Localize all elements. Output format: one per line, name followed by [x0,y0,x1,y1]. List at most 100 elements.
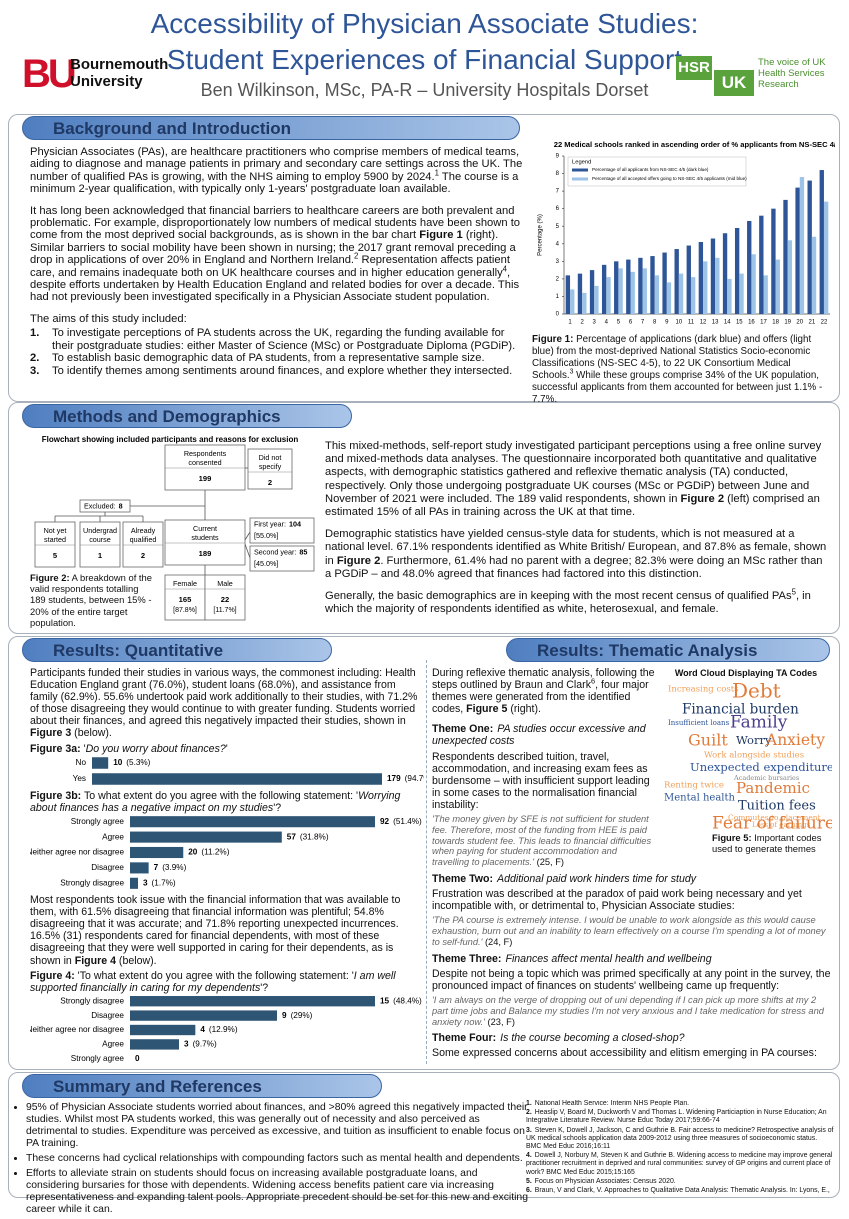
summary-bullet: Efforts to alleviate strain on students … [26,1168,532,1216]
bar [699,242,703,314]
aim-text: To investigate perceptions of PA student… [52,327,526,352]
bar [824,202,828,314]
bar [594,286,598,314]
figure-title: Figure 3a: 'Do you worry about finances?… [30,743,424,755]
word-cloud: Word Cloud Displaying TA Codes Increasin… [660,667,832,854]
section-heading: Results: Thematic Analysis [506,638,830,662]
figure-title: Figure 4: 'To what extent do you agree w… [30,970,424,994]
bar [751,254,755,314]
x-tick-label: 9 [665,320,669,326]
bar [679,274,683,314]
logo-line: The voice of UK [758,57,826,68]
value-label: 10 [113,758,123,767]
cloud-word: Fear of failure [712,814,832,830]
reference: 5.Focus on Physician Associates: Census … [526,1178,834,1186]
theme-label: Theme Four: [432,1032,496,1044]
x-tick-label: 3 [593,320,597,326]
text-run: Figure 1: [532,334,573,345]
bar [130,847,183,858]
paragraph: This mixed-methods, self-report study in… [325,440,830,519]
text-run: 'To what extent do you agree with the fo… [75,970,354,982]
flow-value: 165 [179,595,192,604]
reference-text: Dowell J, Norbury M, Steven K and Guthri… [526,1152,832,1175]
flow-value: 85 [299,547,307,556]
bar [735,228,739,314]
x-tick-label: 12 [700,320,707,326]
paragraph: Demographic statistics have yielded cens… [325,528,830,581]
divider [426,660,427,1064]
bar [739,274,743,314]
flow-label: course [89,535,111,544]
bar [723,233,727,314]
reference-text: Focus on Physician Associates: Census 20… [535,1178,676,1185]
flow-label-text: First year: [254,519,286,528]
aims-list: 1.To investigate perceptions of PA stude… [30,327,526,377]
section-heading: Background and Introduction [22,116,520,140]
bar [747,221,751,314]
flow-label: First year:104 [254,519,301,528]
flow-label: consented [188,458,221,467]
bar [771,209,775,314]
cloud-word: Debt [732,679,781,703]
aim-number: 2. [30,352,52,364]
figure-caption: Figure 5: Important codes used to genera… [660,832,832,854]
x-tick-label: 4 [605,320,609,326]
theme-heading: Theme Four:Is the course becoming a clos… [432,1032,832,1044]
theme-body: Frustration was described at the paradox… [432,888,832,912]
text-run: Figure 2 [337,555,381,567]
bar-category-label: Strongly disagree [60,878,124,887]
text-run: (below). [71,727,112,739]
bar [715,258,719,314]
connector [245,544,250,558]
flow-label: Already [131,526,156,535]
bar [590,270,594,314]
flow-value: 189 [199,549,212,558]
text-run: (below). [116,955,157,967]
reference-text: Braun, V and Clark, V. Approaches to Qua… [526,1187,830,1194]
flow-value: 22 [221,595,229,604]
reference: 6.Braun, V and Clark, V. Approaches to Q… [526,1187,834,1194]
bar-category-label: Neither agree nor disagree [30,848,124,857]
reference: 2.Heaslip V, Board M, Duckworth V and Th… [526,1109,834,1125]
flow-label: Not yet [44,526,67,535]
text-run: Figure 5 [466,703,507,715]
bar [759,216,763,314]
text-run: Figure 4: [30,970,75,982]
x-tick-label: 2 [580,320,584,326]
reference-number: 3. [526,1127,532,1134]
bar [92,773,382,785]
cloud-word: Guilt [688,731,728,750]
paragraph: Generally, the basic demographics are in… [325,590,830,616]
bar [582,293,586,314]
bar [800,177,804,314]
paragraph: It has long been acknowledged that finan… [30,205,526,304]
bar [691,277,695,314]
percent-label: (48.4%) [393,996,422,1005]
flow-share: [55.0%] [254,531,278,540]
theme-body: Despite not being a topic which was prim… [432,968,832,992]
figure-1-chart: 22 Medical schools ranked in ascending o… [530,138,835,332]
bar [662,253,666,314]
figure-caption: Figure 1: Percentage of applications (da… [532,334,834,406]
text-run: '? [260,982,268,994]
theme-label: Theme Two: [432,873,493,885]
bar [130,831,282,842]
reference: 3.Steven K, Dowell J, Jackson, C and Gut… [526,1127,834,1152]
bar-category-label: No [76,758,87,767]
aims-intro: The aims of this study included: [30,313,526,325]
bar-category-label: Strongly agree [71,817,125,826]
cloud-word: Insufficient loans [668,719,730,727]
text-run: Generally, the basic demographics are in… [325,590,792,602]
summary-bullet: These concerns had cyclical relationship… [26,1153,532,1165]
cloud-word: Work alongside studies [704,751,804,761]
x-tick-label: 17 [760,320,767,326]
aim-number: 3. [30,365,52,377]
x-tick-label: 19 [784,320,791,326]
percent-label: (94.7%) [405,774,424,783]
x-tick-label: 13 [712,320,719,326]
bar [130,1010,277,1020]
flowchart-title: Flowchart showing included participants … [42,435,299,444]
